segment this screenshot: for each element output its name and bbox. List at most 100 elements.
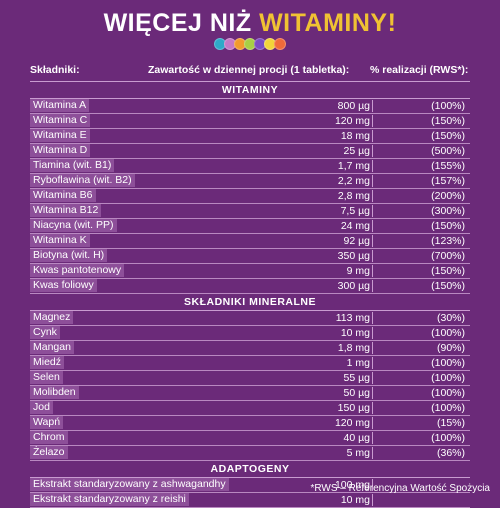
ingredient-amount: 1 mg <box>292 356 373 370</box>
footnote: *RWS – Referencyjna Wartość Spożycia <box>310 483 490 494</box>
ingredient-percent: (90%) <box>436 342 465 354</box>
ingredient-name: Ryboflawina (wit. B2) <box>30 174 135 187</box>
header-content: Zawartość w dziennej procji (1 tabletka)… <box>148 64 350 76</box>
table-row: Miedź 1 mg (100%) <box>30 356 470 371</box>
table-row: Witamina D 25 µg (500%) <box>30 144 470 159</box>
table-row: Kwas foliowy 300 µg (150%) <box>30 279 470 294</box>
table-row: Tiamina (wit. B1) 1,7 mg (155%) <box>30 159 470 174</box>
table-row: Witamina A 800 µg (100%) <box>30 99 470 114</box>
ingredient-amount: 2,2 mg <box>292 174 373 188</box>
table-header: Składniki: Zawartość w dziennej procji (… <box>30 64 470 80</box>
color-dot <box>274 38 286 50</box>
ingredient-amount: 25 µg <box>292 144 373 158</box>
table-row: Niacyna (wit. PP) 24 mg (150%) <box>30 219 470 234</box>
page-title: WIĘCEJ NIŻ WITAMINY! <box>0 9 500 38</box>
table-row: Kwas pantotenowy 9 mg (150%) <box>30 264 470 279</box>
table-row: Ekstrakt standaryzowany z ashwagandhy 100… <box>30 478 470 493</box>
ingredient-name: Witamina C <box>30 114 91 127</box>
ingredient-name: Witamina D <box>30 144 91 157</box>
ingredient-percent: (150%) <box>431 265 465 277</box>
ingredient-name: Ekstrakt standaryzowany z ashwagandhy <box>30 478 229 491</box>
title-accent: WITAMINY! <box>259 9 397 37</box>
table-row: Witamina K 92 µg (123%) <box>30 234 470 249</box>
ingredient-percent: (150%) <box>431 115 465 127</box>
ingredient-name: Cynk <box>30 326 60 339</box>
ingredient-amount: 10 mg <box>292 326 373 340</box>
ingredient-amount: 9 mg <box>292 264 373 278</box>
ingredient-amount: 24 mg <box>292 219 373 233</box>
ingredient-name: Witamina E <box>30 129 90 142</box>
table-row: Cynk 10 mg (100%) <box>30 326 470 341</box>
ingredient-percent: (123%) <box>431 235 465 247</box>
ingredient-name: Tiamina (wit. B1) <box>30 159 115 172</box>
table-row: Witamina B12 7,5 µg (300%) <box>30 204 470 219</box>
ingredient-percent: (100%) <box>431 387 465 399</box>
ingredient-amount: 40 µg <box>292 431 373 445</box>
table-row: Chrom 40 µg (100%) <box>30 431 470 446</box>
table-row: Ryboflawina (wit. B2) 2,2 mg (157%) <box>30 174 470 189</box>
ingredient-percent: (700%) <box>431 250 465 262</box>
table-row: Biotyna (wit. H) 350 µg (700%) <box>30 249 470 264</box>
nutrition-table: WITAMINY Witamina A 800 µg (100%) Witamina C… <box>30 81 470 508</box>
ingredient-name: Kwas foliowy <box>30 279 97 292</box>
header-ingredients: Składniki: <box>30 64 80 76</box>
ingredient-amount: 1,8 mg <box>292 341 373 355</box>
ingredient-amount: 350 µg <box>292 249 373 263</box>
ingredient-name: Wapń <box>30 416 64 429</box>
section-title: ADAPTOGENY <box>30 461 470 478</box>
ingredient-percent: (300%) <box>431 205 465 217</box>
ingredient-percent: (150%) <box>431 130 465 142</box>
ingredient-amount: 120 mg <box>292 114 373 128</box>
ingredient-amount: 55 µg <box>292 371 373 385</box>
ingredient-amount: 1,7 mg <box>292 159 373 173</box>
ingredient-amount: 18 mg <box>292 129 373 143</box>
ingredient-name: Witamina K <box>30 234 90 247</box>
ingredient-amount: 150 µg <box>292 401 373 415</box>
table-row: Witamina B6 2,8 mg (200%) <box>30 189 470 204</box>
ingredient-percent: (30%) <box>436 312 465 324</box>
ingredient-percent: (150%) <box>431 220 465 232</box>
table-row: Witamina C 120 mg (150%) <box>30 114 470 129</box>
ingredient-name: Witamina A <box>30 99 90 112</box>
ingredient-percent: (100%) <box>431 372 465 384</box>
ingredient-amount: 120 mg <box>292 416 373 430</box>
ingredient-name: Witamina B6 <box>30 189 96 202</box>
ingredient-amount: 50 µg <box>292 386 373 400</box>
ingredient-percent: (155%) <box>431 160 465 172</box>
ingredient-amount: 10 mg <box>292 493 373 507</box>
ingredient-amount: 800 µg <box>292 99 373 113</box>
table-row: Witamina E 18 mg (150%) <box>30 129 470 144</box>
ingredient-amount: 300 µg <box>292 279 373 293</box>
title-prefix: WIĘCEJ NIŻ <box>103 9 260 37</box>
table-row: Magnez 113 mg (30%) <box>30 311 470 326</box>
ingredient-name: Chrom <box>30 431 68 444</box>
ingredient-percent: (100%) <box>431 100 465 112</box>
ingredient-percent: (157%) <box>431 175 465 187</box>
ingredient-percent: (150%) <box>431 280 465 292</box>
ingredient-amount: 100 mg <box>292 478 373 492</box>
ingredient-percent: (100%) <box>431 357 465 369</box>
ingredient-name: Biotyna (wit. H) <box>30 249 108 262</box>
table-row: Molibden 50 µg (100%) <box>30 386 470 401</box>
table-row: Żelazo 5 mg (36%) <box>30 446 470 461</box>
section-title: SKŁADNIKI MINERALNE <box>30 294 470 311</box>
table-row: Wapń 120 mg (15%) <box>30 416 470 431</box>
ingredient-amount: 2,8 mg <box>292 189 373 203</box>
ingredient-amount: 5 mg <box>292 446 373 460</box>
ingredient-name: Magnez <box>30 311 74 324</box>
table-row: Ekstrakt standaryzowany z reishi 10 mg <box>30 493 470 508</box>
ingredient-name: Molibden <box>30 386 79 399</box>
ingredient-amount: 7,5 µg <box>292 204 373 218</box>
ingredient-percent: (100%) <box>431 432 465 444</box>
ingredient-name: Miedź <box>30 356 65 369</box>
table-row: Jod 150 µg (100%) <box>30 401 470 416</box>
ingredient-percent: (500%) <box>431 145 465 157</box>
ingredient-name: Jod <box>30 401 53 414</box>
ingredient-name: Niacyna (wit. PP) <box>30 219 117 232</box>
table-row: Mangan 1,8 mg (90%) <box>30 341 470 356</box>
colored-dots <box>0 38 500 50</box>
ingredient-amount: 113 mg <box>292 311 373 325</box>
table-row: Selen 55 µg (100%) <box>30 371 470 386</box>
header-percent: % realizacji (RWS*): <box>370 64 469 76</box>
ingredient-name: Kwas pantotenowy <box>30 264 125 277</box>
